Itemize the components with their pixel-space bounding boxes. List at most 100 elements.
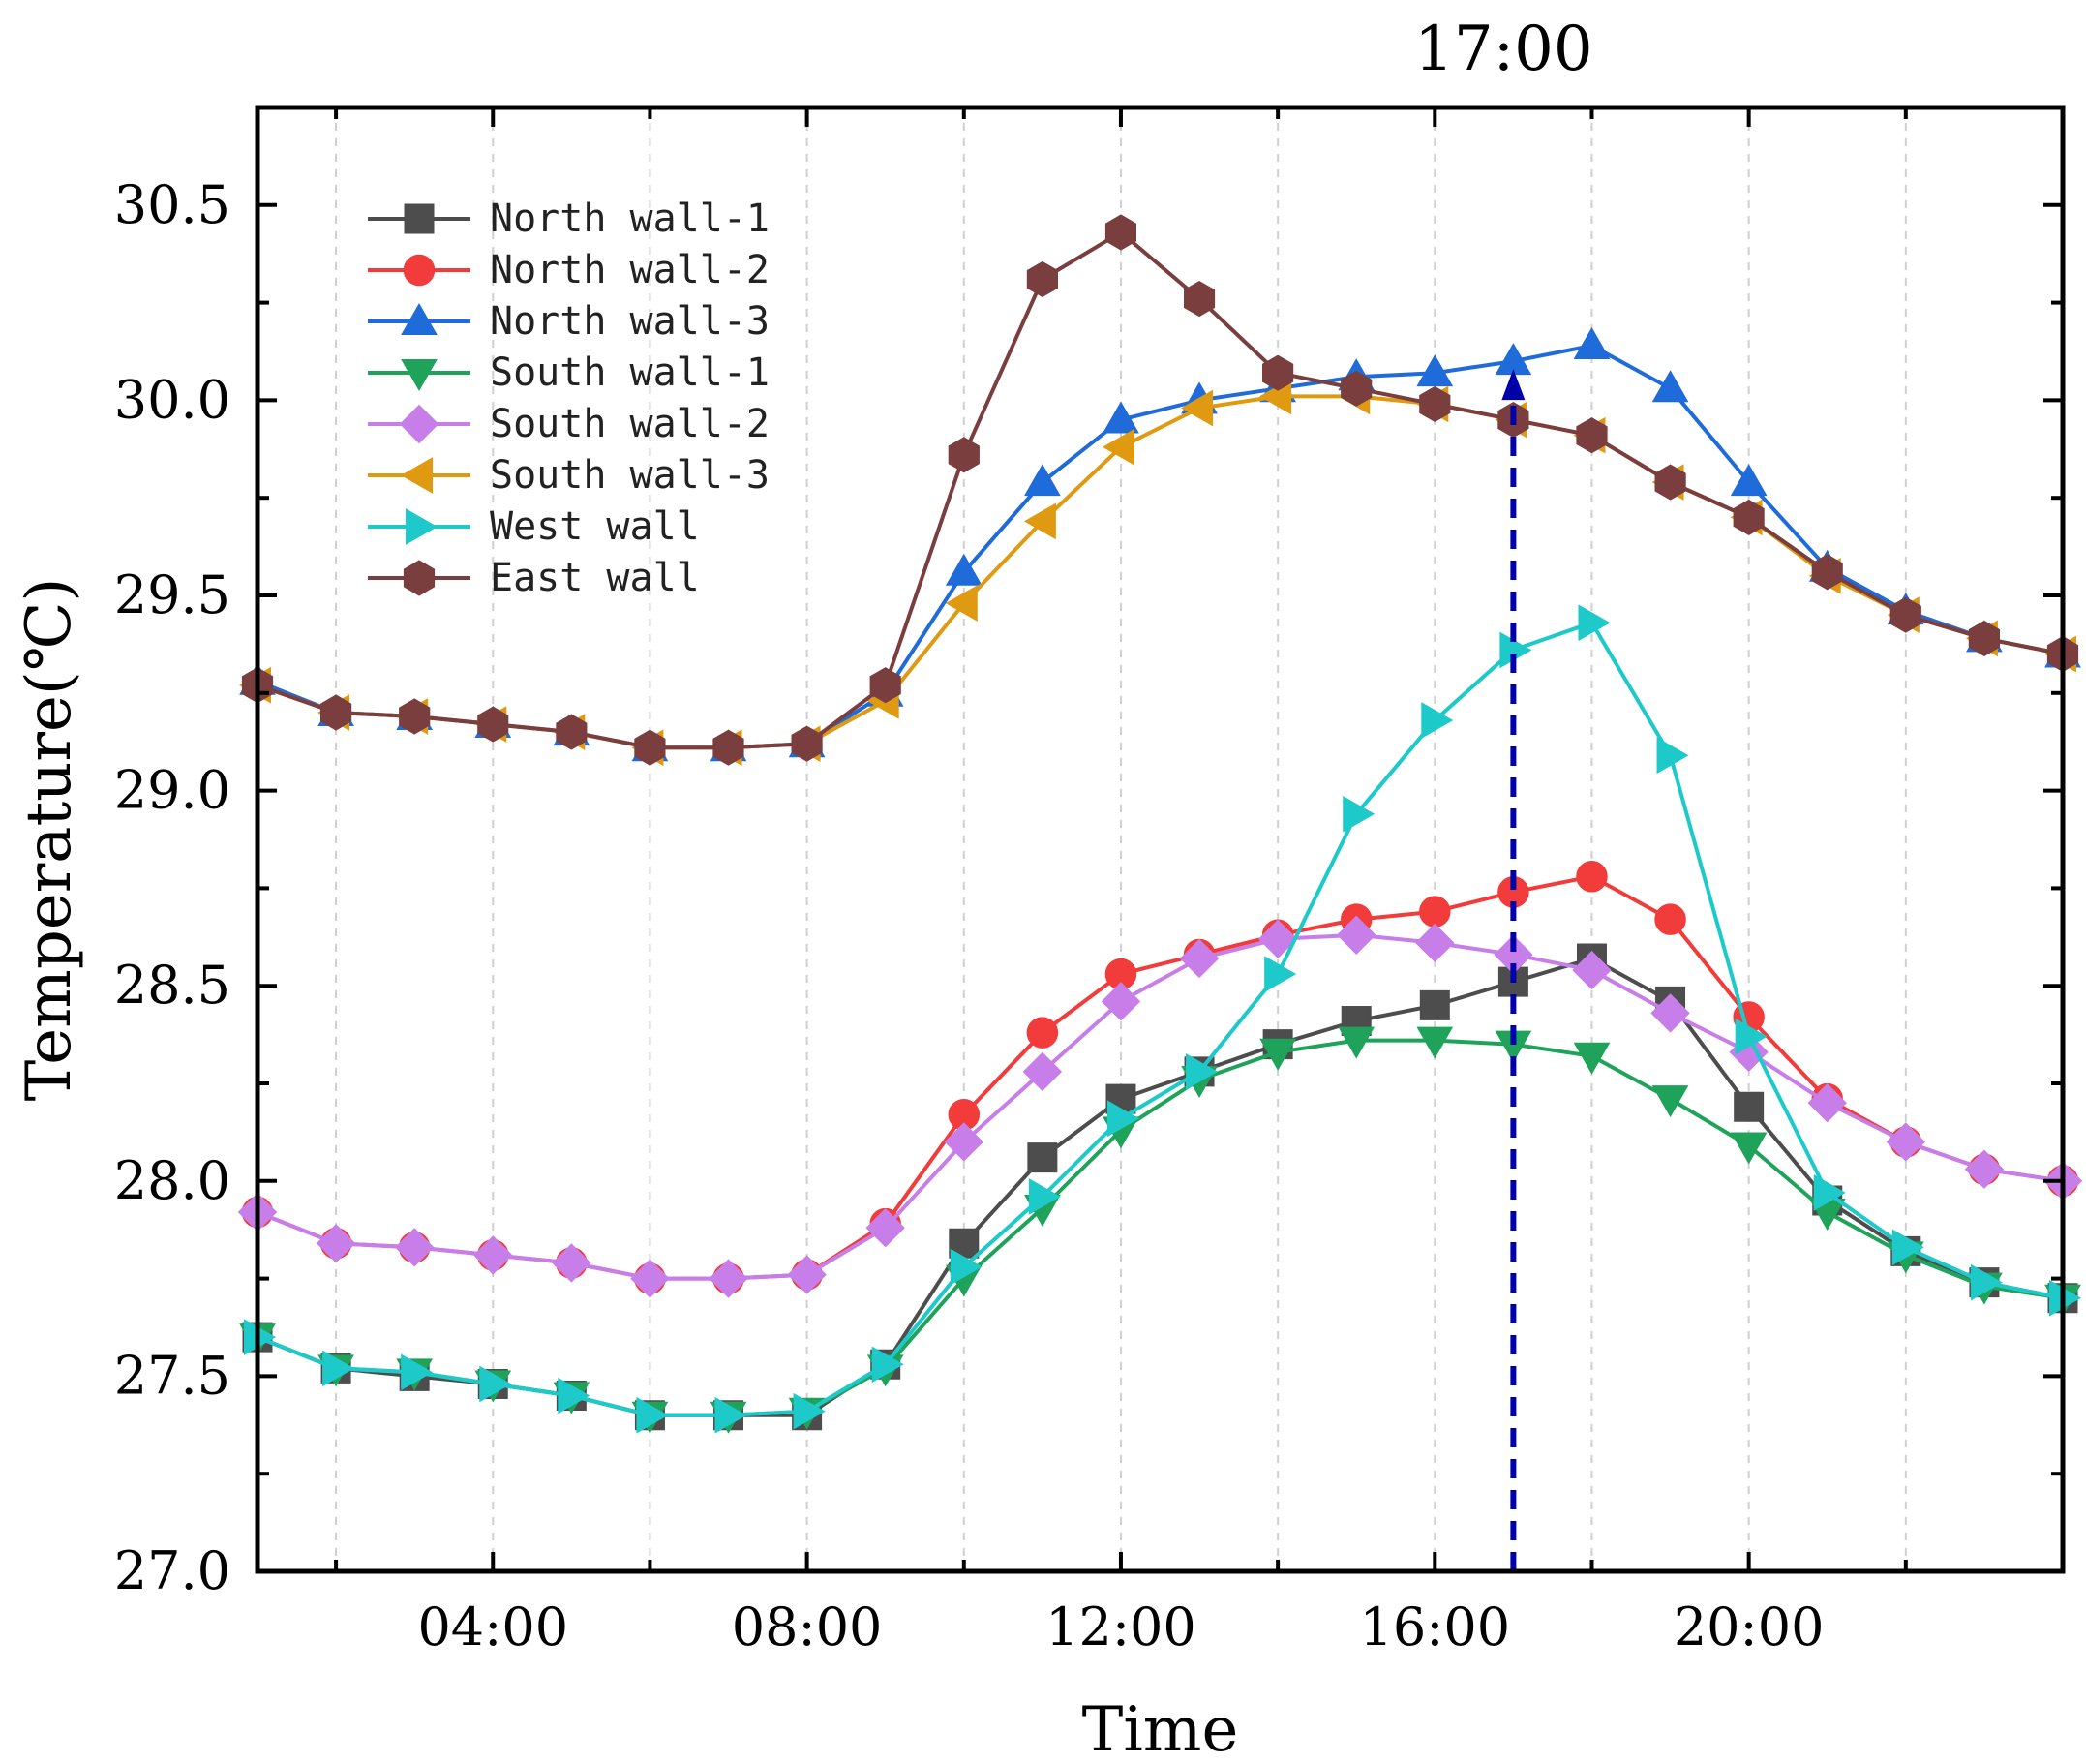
data-point xyxy=(793,1392,826,1430)
data-point xyxy=(558,1377,590,1414)
legend-item: North wall-1 xyxy=(368,197,770,241)
data-point xyxy=(1179,938,1220,979)
data-point xyxy=(552,1243,591,1283)
data-point xyxy=(1337,915,1376,955)
legend-marker xyxy=(403,560,436,596)
legend-item: East wall xyxy=(368,556,700,600)
data-point xyxy=(1024,464,1061,497)
data-point xyxy=(1341,370,1373,407)
data-point xyxy=(1106,1100,1139,1138)
axis-ticks: 04:00 08:00 12:00 16:00 20:00 27.0 27.5 28.0 28.… xyxy=(114,107,2063,1658)
data-point xyxy=(1259,1038,1296,1071)
data-point xyxy=(1184,281,1216,318)
data-point xyxy=(945,585,978,622)
data-point xyxy=(1970,1263,2003,1301)
series-4 xyxy=(237,915,2083,1298)
data-point xyxy=(1968,620,2000,656)
legend-item: West wall xyxy=(368,504,700,549)
data-point xyxy=(1027,1142,1058,1173)
data-point xyxy=(1022,1051,1063,1092)
data-point xyxy=(1028,1178,1061,1215)
x-axis-title: Time xyxy=(1082,1694,1239,1764)
y-tick-label: 29.5 xyxy=(114,564,230,625)
data-point xyxy=(1416,1026,1454,1059)
data-point xyxy=(399,698,431,735)
data-point xyxy=(394,1228,435,1267)
series-line xyxy=(257,874,2064,1281)
data-point xyxy=(1421,702,1454,739)
annotation-label: 17:00 xyxy=(1414,14,1592,85)
x-tick-label: 16:00 xyxy=(1359,1597,1510,1658)
x-tick-label: 08:00 xyxy=(732,1597,883,1658)
data-point xyxy=(636,1396,669,1434)
legend-label: North wall-2 xyxy=(490,248,770,292)
data-point xyxy=(709,1259,748,1298)
data-point xyxy=(948,437,980,473)
data-point xyxy=(1654,464,1686,501)
legend-item: South wall-3 xyxy=(368,453,770,498)
y-tick-label: 27.5 xyxy=(114,1345,230,1406)
annotation-arrowhead xyxy=(1501,369,1526,401)
series-6 xyxy=(244,604,2082,1434)
legend-marker xyxy=(401,302,438,335)
y-tick-label: 30.0 xyxy=(114,369,230,430)
x-tick-label: 12:00 xyxy=(1045,1597,1196,1658)
y-axis-title: Temperature(℃) xyxy=(14,578,85,1102)
data-point xyxy=(791,725,823,762)
data-point xyxy=(1650,993,1690,1033)
data-point xyxy=(1651,1085,1689,1118)
series-1 xyxy=(241,861,2079,1294)
data-point xyxy=(1416,354,1454,387)
grid-lines xyxy=(335,107,1907,1571)
y-tick-label: 29.0 xyxy=(114,760,230,821)
legend-label: South wall-1 xyxy=(490,350,770,395)
data-point xyxy=(1415,923,1455,963)
data-point xyxy=(949,1228,980,1259)
series-0 xyxy=(242,943,2078,1431)
data-point xyxy=(1573,1042,1611,1075)
x-tick-label: 20:00 xyxy=(1674,1597,1825,1658)
data-point xyxy=(401,1353,434,1391)
legend-marker xyxy=(401,359,438,392)
data-point xyxy=(1656,737,1689,775)
y-tick-label: 28.0 xyxy=(114,1150,230,1211)
legend: North wall-1 North wall-2 North wall-3 Sout… xyxy=(368,197,770,600)
data-point xyxy=(1730,1132,1768,1165)
data-point xyxy=(1811,554,1843,591)
series-line xyxy=(257,957,2064,1417)
y-tick-label: 27.0 xyxy=(114,1540,230,1601)
data-point xyxy=(1654,903,1686,935)
data-point xyxy=(1338,1026,1376,1059)
data-point xyxy=(1578,604,1611,642)
legend-label: East wall xyxy=(490,556,700,600)
data-point xyxy=(1264,956,1297,992)
data-point xyxy=(630,1259,670,1298)
plot-border xyxy=(255,105,2066,1574)
plot-frame xyxy=(255,105,2066,1574)
legend-label: South wall-3 xyxy=(490,453,770,498)
legend-item: South wall-1 xyxy=(368,350,770,395)
data-point xyxy=(634,729,666,766)
data-point xyxy=(1419,989,1450,1020)
data-point xyxy=(1026,1017,1059,1049)
data-point xyxy=(1886,1122,1926,1162)
data-point xyxy=(320,694,352,731)
data-point xyxy=(1186,1053,1219,1090)
data-point xyxy=(477,706,509,743)
y-tick-label: 28.5 xyxy=(114,955,230,1016)
data-point xyxy=(1889,596,1921,633)
legend-marker xyxy=(400,457,433,494)
data-point xyxy=(1103,401,1139,434)
data-point xyxy=(1181,389,1214,427)
data-point xyxy=(869,667,901,704)
data-point xyxy=(556,714,588,750)
data-point xyxy=(1026,260,1058,297)
data-point xyxy=(1343,795,1376,833)
data-point xyxy=(1733,499,1765,535)
legend-label: North wall-1 xyxy=(490,197,770,241)
time-annotation: 17:00 xyxy=(1414,14,1593,1571)
data-point xyxy=(865,1207,905,1248)
data-point xyxy=(1573,326,1611,359)
data-point xyxy=(1101,982,1141,1021)
